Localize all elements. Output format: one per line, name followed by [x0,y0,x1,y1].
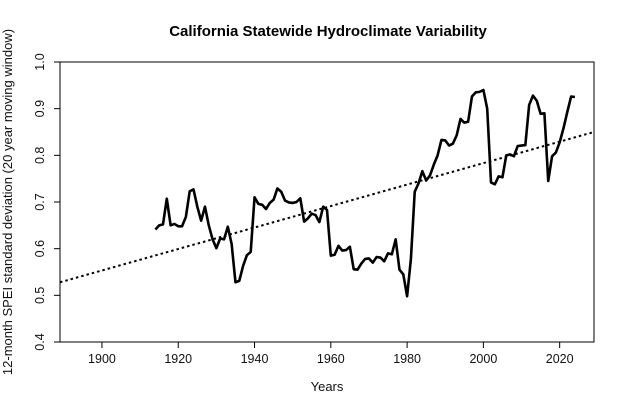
x-tick-label: 2020 [546,352,574,366]
spei-series-line [154,88,576,298]
x-tick-label: 1920 [164,352,192,366]
y-tick-label: 0.8 [33,147,47,164]
x-tick-label: 1940 [241,352,269,366]
y-tick-label: 0.7 [33,193,47,210]
y-axis: 0.4 0.5 0.6 0.7 0.8 0.9 1.0 [33,53,60,351]
y-tick-label: 0.6 [33,240,47,257]
series-layer [59,88,595,298]
y-tick-label: 1.0 [33,53,47,70]
x-axis: 1900 1920 1940 1960 1980 2000 2020 [88,342,574,366]
trend-line [59,131,595,284]
y-axis-label: 12-month SPEI standard deviation (20 yea… [0,29,15,375]
y-tick-label: 0.5 [33,287,47,304]
x-tick-label: 1960 [317,352,345,366]
plot-frame [59,61,595,343]
x-tick-label: 1980 [393,352,421,366]
x-tick-label: 1900 [88,352,116,366]
y-tick-label: 0.9 [33,100,47,117]
x-tick-label: 2000 [469,352,497,366]
chart-title: California Statewide Hydroclimate Variab… [169,23,487,40]
x-axis-label: Years [311,379,344,394]
y-tick-label: 0.4 [33,333,47,350]
